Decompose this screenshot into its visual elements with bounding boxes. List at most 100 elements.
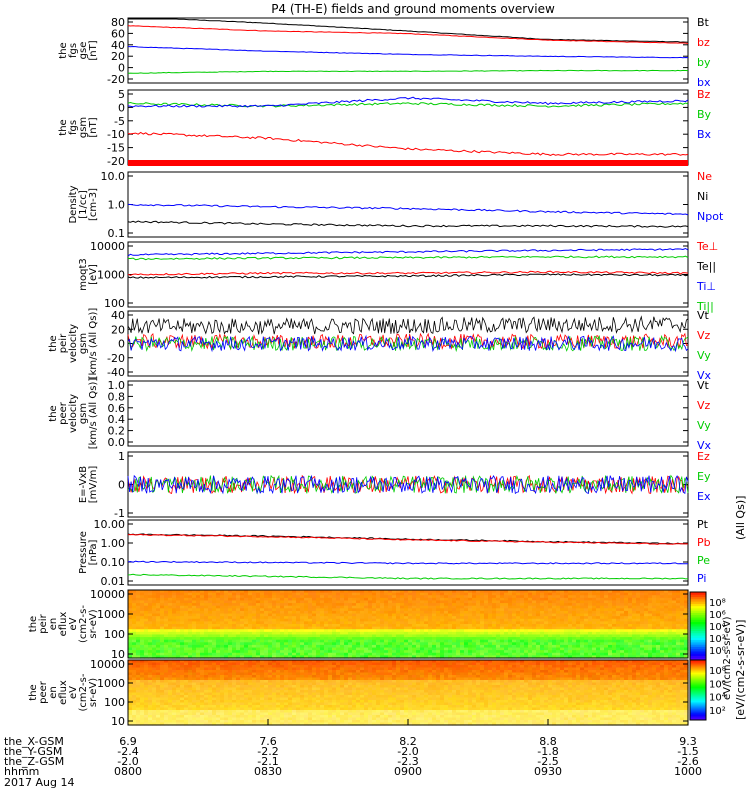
legend-ex: Ex	[697, 490, 711, 503]
y-axis-label: the fgs gse [nT]	[58, 40, 99, 60]
status-bar	[128, 160, 688, 166]
svg-text:eV: eV	[68, 617, 79, 630]
legend-pb: Pb	[697, 536, 711, 549]
legend-by: by	[697, 56, 711, 69]
y-tick-label: -1	[114, 507, 125, 520]
y-tick-label: 10	[111, 715, 125, 728]
y-axis-label: E=-VxB [mV/m]	[78, 466, 99, 504]
svg-text:en: en	[48, 618, 59, 631]
legend-ey: Ey	[697, 470, 711, 483]
series-vz	[127, 332, 689, 351]
y-tick-label: 60	[111, 27, 125, 40]
panel-frame	[127, 17, 689, 84]
y-tick-label: -10	[107, 128, 125, 141]
svg-text:eflux: eflux	[58, 612, 69, 637]
series-vx	[127, 334, 689, 353]
y-tick-label: 0.10	[101, 556, 126, 569]
legend-vt: Vt	[697, 379, 710, 392]
svg-text:sr-eV): sr-eV)	[88, 609, 99, 638]
svg-text:the: the	[28, 616, 39, 632]
series-npot	[127, 203, 689, 216]
y-tick-label: 0.6	[108, 402, 126, 415]
svg-text:Density: Density	[68, 185, 79, 223]
y-tick-label: 1000	[97, 677, 125, 690]
panel-frame	[127, 380, 689, 447]
series-vy	[127, 334, 689, 353]
series-ti⊥	[127, 247, 689, 257]
legend-te⊥: Te⊥	[696, 240, 718, 253]
series-ti||	[128, 255, 689, 261]
y-tick-label: -15	[107, 142, 125, 155]
series-vt	[127, 315, 689, 335]
panel-4: 10000 1000 100 moqt3 [eV] Te⊥ Te|| Ti⊥ Ti||	[78, 240, 718, 313]
legend-vt: Vt	[697, 309, 710, 322]
y-tick-label: 80	[111, 16, 125, 29]
svg-text:[mV/m]: [mV/m]	[88, 466, 99, 504]
y-tick-label: 10.0	[101, 170, 126, 183]
svg-text:Pressure: Pressure	[78, 531, 89, 574]
svg-text:[km/s (All Qs)]: [km/s (All Qs)]	[88, 378, 99, 450]
y-tick-label: 0.2	[108, 425, 126, 438]
y-tick-label: 1000	[97, 608, 125, 621]
y-tick-label: 0.01	[101, 575, 126, 588]
series-te⊥	[127, 270, 689, 276]
y-tick-label: 40	[111, 39, 125, 52]
y-tick-label: 10000	[90, 588, 125, 601]
svg-text:[eV]: [eV]	[88, 264, 99, 285]
legend-vx: Vx	[697, 369, 712, 382]
svg-text:peer: peer	[58, 401, 69, 425]
series-bz	[127, 25, 689, 44]
legend-pt: Pt	[697, 518, 709, 531]
legend-te||: Te||	[696, 260, 716, 273]
y-tick-label: -5	[114, 115, 125, 128]
panel-7: 1 0 -1 E=-VxB [mV/m] Ez Ey Ex	[78, 450, 711, 520]
series-te||	[127, 273, 689, 279]
series-bx	[127, 45, 689, 59]
svg-text:the: the	[48, 335, 59, 351]
svg-text:gsm: gsm	[78, 403, 89, 424]
panel-frame	[127, 89, 689, 166]
y-axis-label: the peer velocity gsm [km/s (All Qs)]	[48, 378, 99, 450]
legend-bz: Bz	[697, 88, 711, 101]
y-tick-label: 1.0	[108, 199, 126, 212]
legend-ni: Ni	[697, 190, 708, 203]
svg-text:the: the	[58, 119, 69, 135]
y-axis-label: Density [1/cc] [cm-3]	[68, 185, 99, 223]
y-tick-label: 0	[118, 62, 125, 75]
svg-text:fgs: fgs	[68, 43, 79, 58]
series-pe	[127, 573, 689, 580]
y-tick-label: 10	[111, 648, 125, 661]
series-pi	[127, 560, 689, 565]
y-tick-label: 40	[111, 309, 125, 322]
legend-bz: bz	[697, 36, 710, 49]
svg-text:peir: peir	[38, 613, 49, 633]
series-pb	[127, 533, 689, 545]
legend-vy: Vy	[697, 349, 711, 362]
panel-frame	[127, 171, 689, 238]
y-tick-label: 5	[118, 88, 125, 101]
svg-text:E=-VxB: E=-VxB	[78, 466, 89, 503]
y-tick-label: 10000	[90, 658, 125, 671]
series-ex	[127, 474, 689, 495]
panel-6: 1.00.80.60.40.20.0 the peer velocity gsm [km/…	[48, 378, 712, 452]
series-bz	[127, 131, 689, 156]
series-by	[127, 69, 689, 74]
y-tick-label: 1000	[97, 269, 125, 282]
panel-frame	[127, 589, 689, 659]
y-tick-label: 0.4	[108, 413, 126, 426]
svg-text:(cm2-s-: (cm2-s-	[78, 605, 89, 643]
y-tick-label: 100	[104, 628, 125, 641]
y-tick-label: 0	[118, 338, 125, 351]
svg-text:velocity: velocity	[68, 394, 79, 433]
y-tick-label: 0.1	[108, 227, 126, 240]
svg-text:the: the	[58, 42, 69, 58]
y-tick-label: 20	[111, 323, 125, 336]
y-tick-label: 100	[104, 297, 125, 310]
svg-text:moqt3: moqt3	[78, 258, 89, 291]
series-bt	[128, 18, 689, 43]
svg-text:[1/cc]: [1/cc]	[78, 190, 89, 219]
